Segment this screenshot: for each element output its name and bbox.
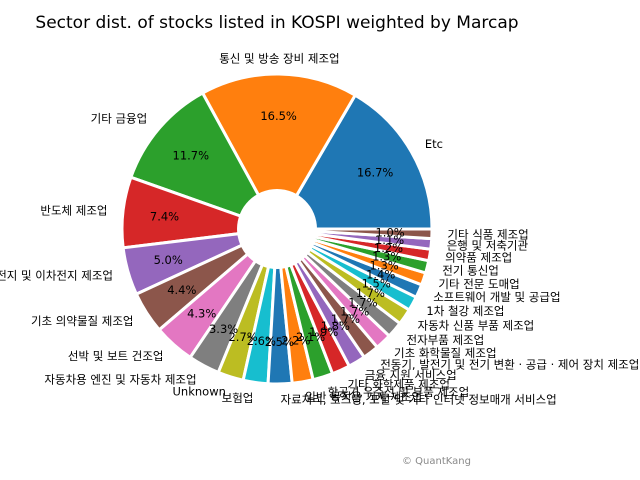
slice-category-label: 전자부품 제조업 [407,333,485,347]
slice-percent-label: 1.5% [362,277,391,291]
slice-category-label: 자동차 신품 부품 제조업 [418,319,535,333]
slice-percent-label: 1.3% [372,250,401,264]
slice-percent-label: 11.7% [173,149,210,163]
slice-percent-label: 1.7% [340,304,369,318]
slice-percent-label: 4.3% [187,306,216,320]
slice-percent-label: 2.6% [247,334,276,348]
pie-slices [120,72,434,386]
slice-category-label: 기타 금융업 [91,112,148,126]
slice-category-label: 선박 및 보트 건조업 [68,349,164,363]
slice-category-label: 일반 목적용 기계 제조업 [305,390,422,404]
slice-percent-label: 2.7% [228,330,257,344]
slice-percent-label: 1.4% [366,267,395,281]
chart-title: Sector dist. of stocks listed in KOSPI w… [35,13,518,33]
slice-percent-label: 7.4% [150,210,179,224]
slice-category-label: 자동차용 엔진 및 자동차 제조업 [44,372,196,386]
slice-category-label: 기초 의약물질 제조업 [31,314,134,328]
slice-category-label: 의약품 제조업 [445,251,512,265]
slice-category-label: 소프트웨어 개발 및 공급업 [433,290,560,304]
slice-category-label: 금융 지원 서비스업 [365,368,457,382]
slice-category-label: 은행 및 저축기관 [447,239,529,253]
slice-percent-label: 1.7% [348,296,377,310]
pie-slice [128,90,281,232]
slice-category-label: Unknown [173,385,226,399]
slice-category-label: 1차 철강 제조업 [426,304,504,318]
percent-labels: 16.7%16.5%11.7%7.4%5.0%4.4%4.3%3.3%2.7%2… [150,109,405,349]
slice-percent-label: 1.8% [321,319,350,333]
slice-category-label: 통신 및 방송 장비 제조업 [219,52,339,66]
credit-text: © QuantKang [402,456,471,467]
slice-percent-label: 1.2% [374,241,403,255]
slice-percent-label: 5.0% [154,253,183,267]
slice-percent-label: 1.7% [356,286,385,300]
slice-category-label: 보험업 [222,391,254,405]
slice-percent-label: 1.9% [309,325,338,339]
pie-slice [200,72,358,233]
pie-slice [274,93,434,231]
slice-percent-label: 16.7% [357,166,394,180]
slice-category-label: 항공기,우주선 및 부품 제조업 [328,385,470,399]
slice-percent-label: 2.2% [281,334,310,348]
slice-category-label: 전기 통신업 [442,264,499,278]
slice-category-label: Etc [425,137,443,151]
slice-category-label: 전동기, 발전기 및 전기 변환 · 공급 · 제어 장치 제조업 [380,358,639,372]
slice-percent-label: 16.5% [260,109,297,123]
slice-percent-label: 3.3% [209,322,238,336]
slice-category-label: 반도체 제조업 [40,203,107,217]
slice-percent-label: 1.0% [375,226,404,240]
slice-category-label: 기초 화학물질 제조업 [394,346,497,360]
slice-percent-label: 2.5% [265,335,294,349]
slice-percent-label: 1.7% [331,312,360,326]
slice-percent-label: 1.3% [369,258,398,272]
slice-category-label: 자료처리, 호스팅, 포털 및 기타 인터넷 정보매개 서비스업 [281,393,557,407]
slice-category-label: 일차전지 및 이차전지 제조업 [0,269,113,283]
slice-category-label: 기타 식품 제조업 [447,227,528,241]
donut-hole [237,189,317,269]
slice-category-label: 기타 전문 도매업 [438,277,519,291]
slice-percent-label: 2.1% [296,330,325,344]
slice-percent-label: 1.1% [375,233,404,247]
slice-category-label: 기타 화학제품 제조업 [347,377,450,391]
slice-percent-label: 4.4% [167,283,196,297]
